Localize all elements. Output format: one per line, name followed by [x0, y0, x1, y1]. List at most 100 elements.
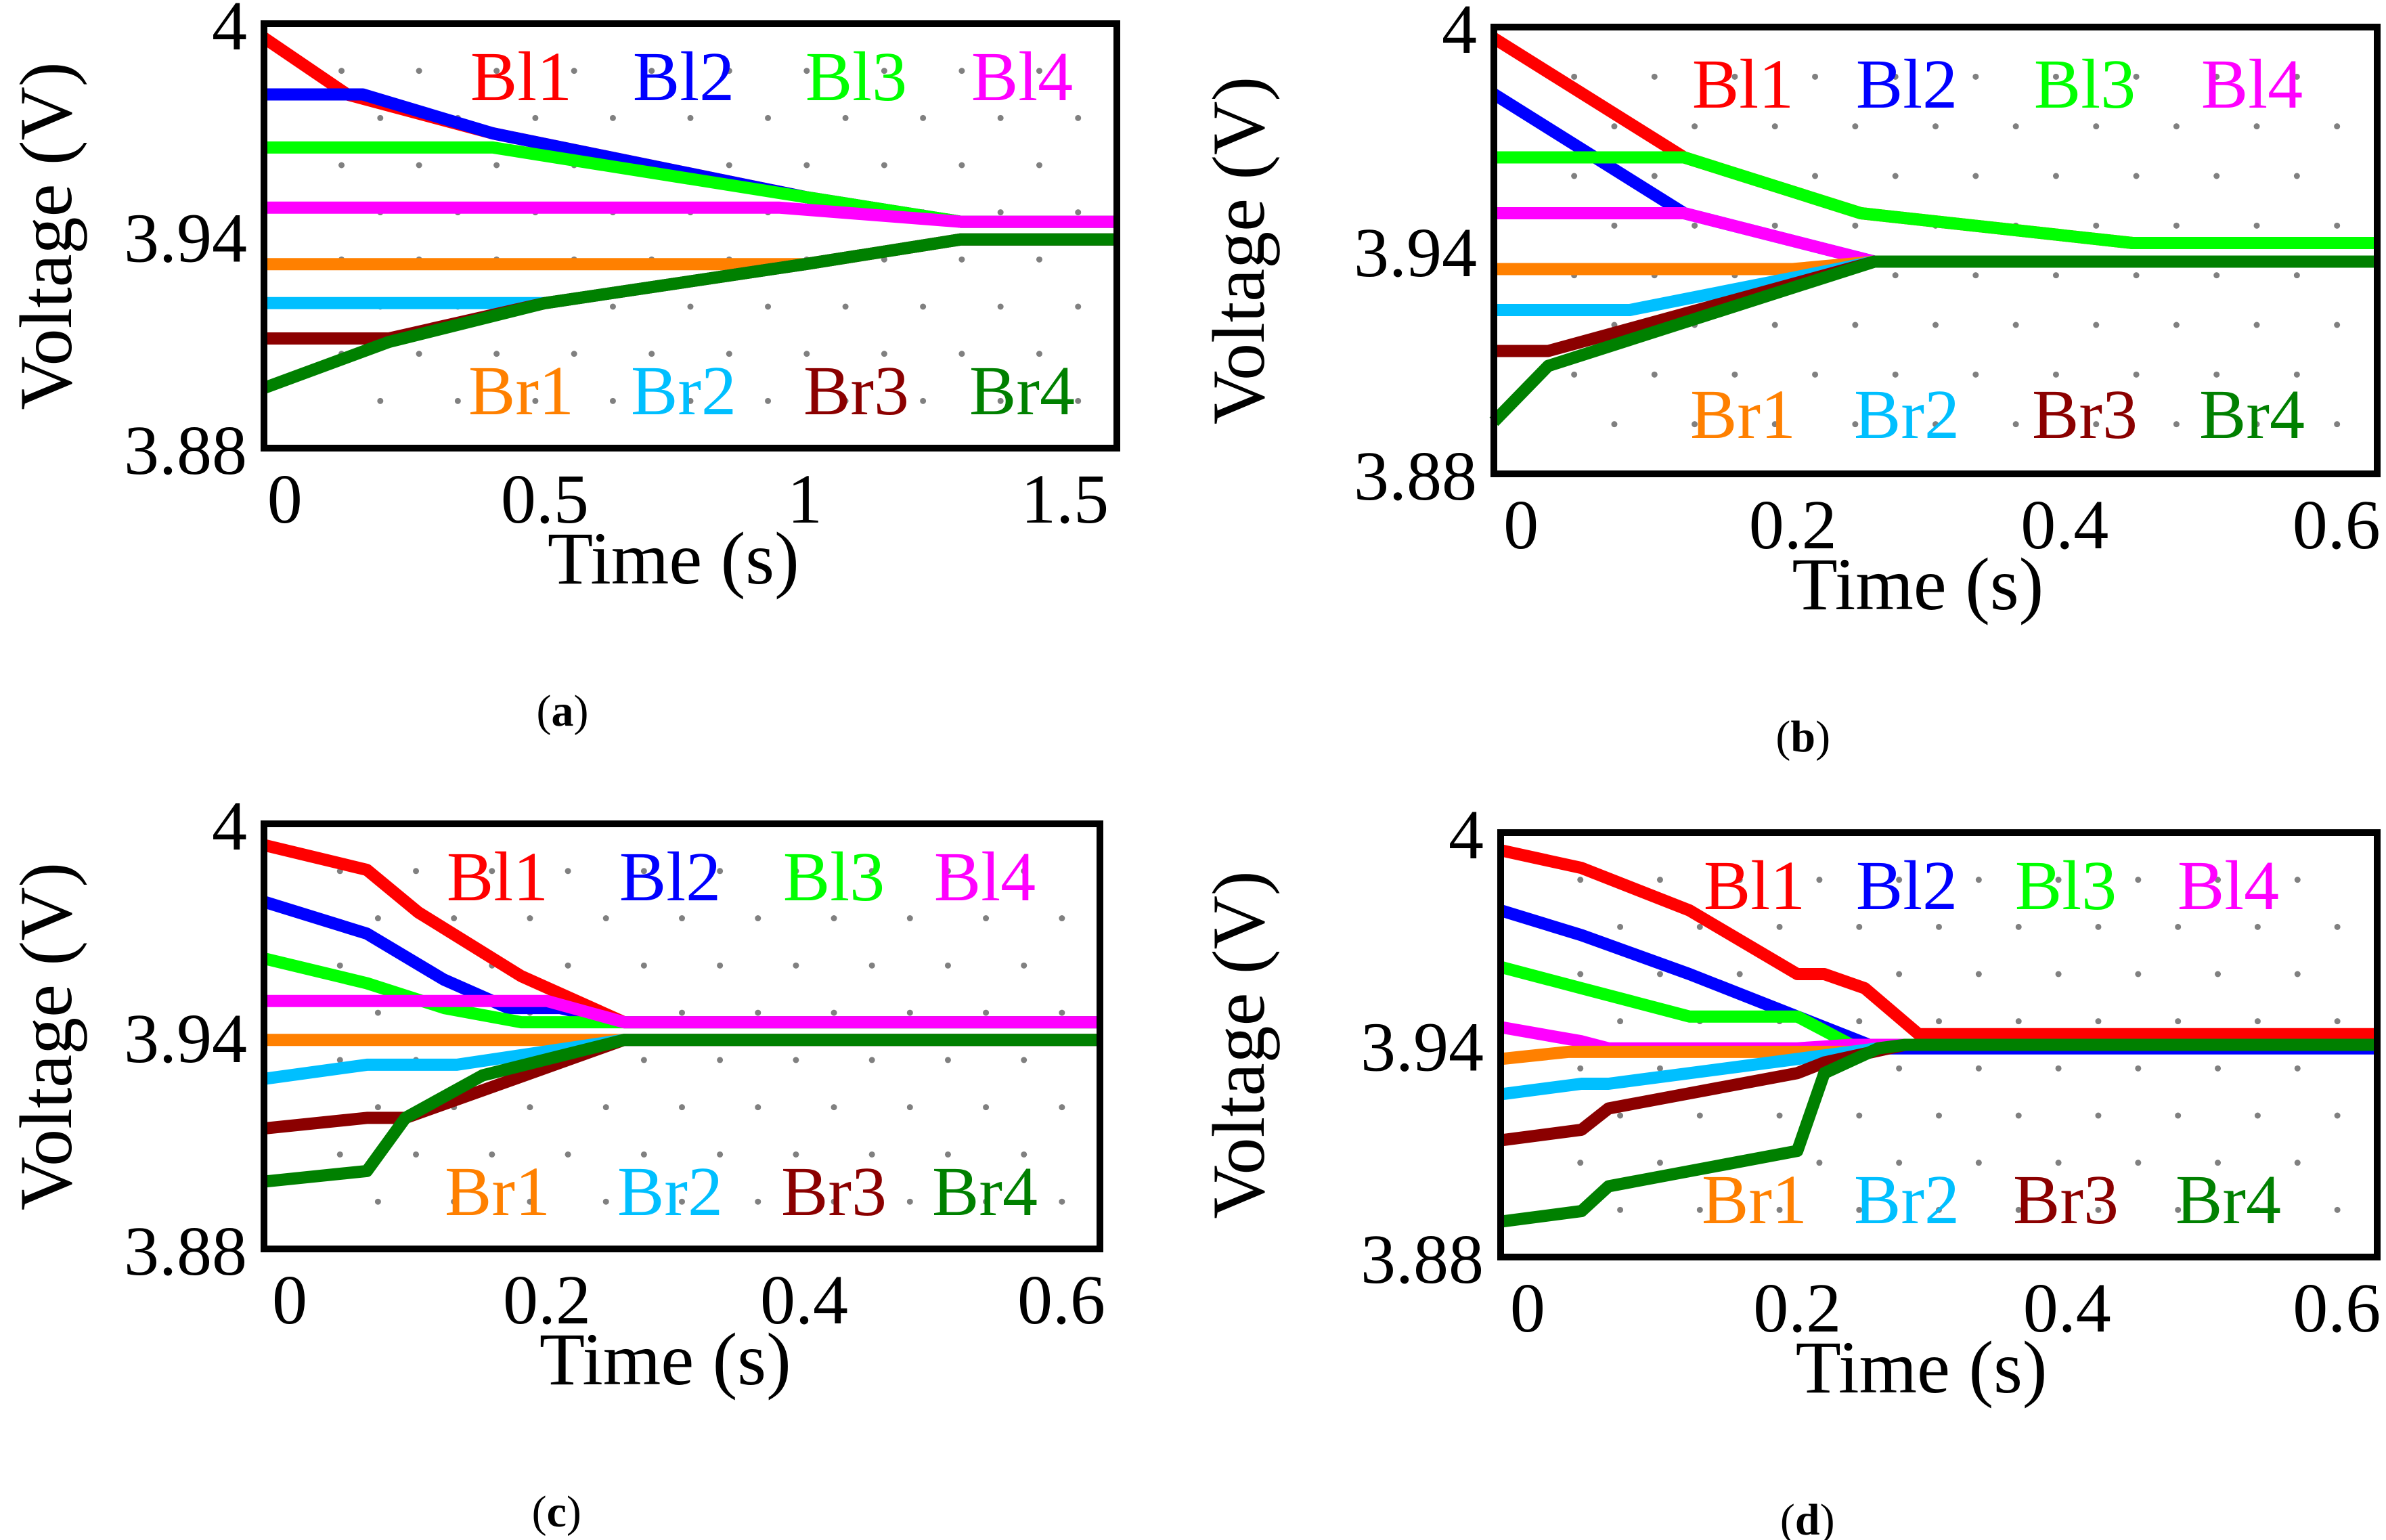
grid-dot — [831, 915, 837, 922]
grid-dot — [2254, 1206, 2261, 1213]
grid-dot — [2293, 73, 2300, 80]
chart-panel-c: Bl1 Bl2 Bl3 Bl4 Br1 Br2 Br3 Br4 3.88 3.94 4 0 0.2 0.4… — [5, 787, 1105, 1537]
grid-dot — [1059, 1198, 1065, 1205]
grid-dot — [983, 1104, 990, 1111]
grid-dot — [571, 351, 577, 357]
grid-dot — [2052, 272, 2059, 279]
grid-dot — [609, 397, 616, 404]
x-tick-label: 0 — [267, 460, 303, 538]
grid-dot — [1696, 1112, 1703, 1119]
grid-dot — [881, 351, 887, 357]
grid-dot — [868, 868, 875, 875]
legend-label-bl2: Bl2 — [1856, 847, 1958, 925]
chart-panel-b: Bl1 Bl2 Bl3 Bl4 Br1 Br2 Br3 Br4 3.88 3.94 4 0 0.2 0.4… — [1197, 0, 2381, 762]
grid-dot — [2093, 421, 2100, 428]
grid-dot — [416, 68, 422, 74]
chart-panel-a: Bl1 Bl2 Bl3 Bl4 Br1 Br2 Br3 Br4 3.88 3.94 4 0 0.5 1 1.… — [5, 0, 1120, 736]
x-tick-label: 0.5 — [501, 460, 589, 538]
grid-dot — [1036, 68, 1042, 74]
chart-panel-d: Bl1 Bl2 Bl3 Bl4 Br1 Br2 Br3 Br4 3.88 3.94 4 0 0.2 0.4… — [1197, 796, 2381, 1540]
grid-dot — [2215, 1160, 2222, 1166]
grid-dot — [336, 1057, 343, 1063]
grid-dot — [1736, 971, 1743, 977]
grid-dot — [1771, 322, 1778, 328]
plot-frame — [1497, 829, 2381, 1260]
y-tick-label: 3.94 — [1354, 214, 1477, 292]
grid-dot — [868, 962, 875, 969]
grid-dot — [413, 868, 420, 875]
legend-label-bl3: Bl3 — [783, 838, 885, 916]
x-tick-label: 0.2 — [503, 1261, 591, 1339]
grid-dot — [1059, 1104, 1065, 1111]
grid-dot — [2293, 371, 2300, 378]
grid-dot — [2012, 421, 2019, 428]
grid-dot — [2093, 123, 2100, 130]
grid-dot — [1075, 303, 1082, 310]
grid-dot — [1771, 421, 1778, 428]
grid-dot — [1896, 971, 1903, 977]
grid-dot — [1812, 173, 1819, 179]
y-tick-label: 3.94 — [124, 200, 247, 278]
grid-dot — [2173, 421, 2180, 428]
grid-dot — [2095, 1206, 2102, 1213]
grid-dot — [2093, 222, 2100, 229]
grid-dot — [1972, 371, 1979, 378]
grid-dot — [2175, 923, 2182, 930]
grid-dot — [1932, 322, 1939, 328]
grid-dot — [2095, 1018, 2102, 1025]
x-axis-label: Time (s) — [1792, 543, 2043, 625]
grid-dot — [493, 68, 500, 74]
grid-dot — [1856, 1206, 1863, 1213]
grid-dot — [2334, 923, 2341, 930]
grid-dot — [2055, 1160, 2062, 1166]
x-tick-label: 0.4 — [2023, 1269, 2111, 1347]
grid-dot — [755, 1198, 761, 1205]
legend-label-br1: Br1 — [445, 1153, 550, 1231]
grid-dot — [413, 1151, 420, 1158]
grid-dot — [1816, 877, 1823, 883]
grid-dot — [1571, 73, 1578, 80]
y-tick-label: 4 — [1449, 796, 1484, 874]
grid-dot — [906, 1104, 913, 1111]
grid-dot — [2173, 222, 2180, 229]
grid-dot — [1692, 123, 1698, 130]
grid-dot — [679, 1104, 685, 1111]
grid-dot — [2254, 1112, 2261, 1119]
grid-dot — [565, 962, 571, 969]
grid-dot — [451, 915, 458, 922]
legend-label-br2: Br2 — [631, 352, 736, 430]
grid-dot — [2215, 877, 2222, 883]
grid-dot — [726, 162, 732, 169]
grid-dot — [2052, 173, 2059, 179]
grid-dot — [1936, 923, 1942, 930]
plot-frame — [261, 20, 1120, 452]
legend-label-bl3: Bl3 — [805, 38, 907, 116]
x-tick-label: 0.2 — [1749, 486, 1837, 564]
grid-dot — [1611, 421, 1618, 428]
grid-dot — [1656, 1160, 1663, 1166]
series-line-br4 — [261, 233, 1117, 394]
grid-dot — [2015, 1018, 2022, 1025]
legend-label-bl4: Bl4 — [971, 38, 1073, 116]
grid-dot — [2015, 1206, 2022, 1213]
x-tick-label: 0.4 — [2020, 486, 2108, 564]
grid-dot — [1036, 162, 1042, 169]
grid-dot — [2015, 1112, 2022, 1119]
grid-dot — [2173, 123, 2180, 130]
grid-dot — [755, 1104, 761, 1111]
grid-dot — [687, 303, 694, 310]
x-tick-label: 0 — [272, 1261, 307, 1339]
grid-dot — [1936, 1112, 1942, 1119]
grid-dot — [1975, 1065, 1982, 1072]
grid-dot — [958, 256, 965, 263]
grid-dot — [1617, 1206, 1624, 1213]
grid-dot — [2334, 421, 2341, 428]
grid-dot — [1036, 256, 1042, 263]
grid-dot — [983, 1198, 990, 1205]
grid-dot — [374, 1104, 381, 1111]
legend-label-bl1: Bl1 — [447, 838, 548, 916]
grid-dot — [2135, 971, 2142, 977]
grid-dot — [1892, 73, 1899, 80]
grid-dot — [881, 68, 887, 74]
grid-dot — [1021, 1057, 1028, 1063]
